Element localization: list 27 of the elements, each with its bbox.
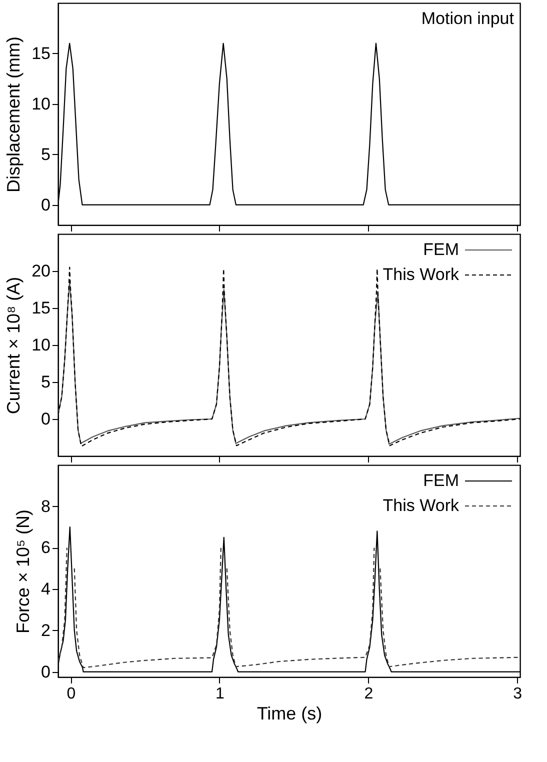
y-tick-label: 0 xyxy=(41,410,50,428)
x-axis-title: Time (s) xyxy=(256,704,322,724)
legend-label: This Work xyxy=(382,265,460,284)
y-axis-title: Current × 10⁸ (A) xyxy=(4,276,24,414)
x-tick-label: 0 xyxy=(66,686,76,702)
y-tick-label: 10 xyxy=(32,336,50,354)
y-tick-label: 0 xyxy=(41,662,50,682)
y-tick-label: 8 xyxy=(41,496,50,516)
y-axis-title: Force × 10⁵ (N) xyxy=(13,510,34,634)
y-tick-label: 4 xyxy=(41,580,50,599)
legend-label: This Work xyxy=(382,496,460,515)
legend-label: FEM xyxy=(423,240,459,259)
y-axis-title: Displacement (mm) xyxy=(4,36,24,193)
y-tick-label: 2 xyxy=(41,620,50,640)
x-tick-label: 1 xyxy=(215,686,224,702)
x-tick-label: 2 xyxy=(364,686,374,702)
y-tick-label: 15 xyxy=(32,298,50,318)
y-tick-label: 5 xyxy=(41,372,50,392)
y-tick-label: 20 xyxy=(32,262,50,280)
y-tick-label: 15 xyxy=(32,44,50,63)
legend-label: FEM xyxy=(423,471,459,490)
annotation: Motion input xyxy=(421,9,514,28)
x-tick-label: 3 xyxy=(513,686,522,702)
y-tick-label: 0 xyxy=(41,195,50,214)
y-tick-label: 6 xyxy=(41,538,50,558)
y-tick-label: 10 xyxy=(32,94,50,114)
y-tick-label: 5 xyxy=(41,144,50,164)
